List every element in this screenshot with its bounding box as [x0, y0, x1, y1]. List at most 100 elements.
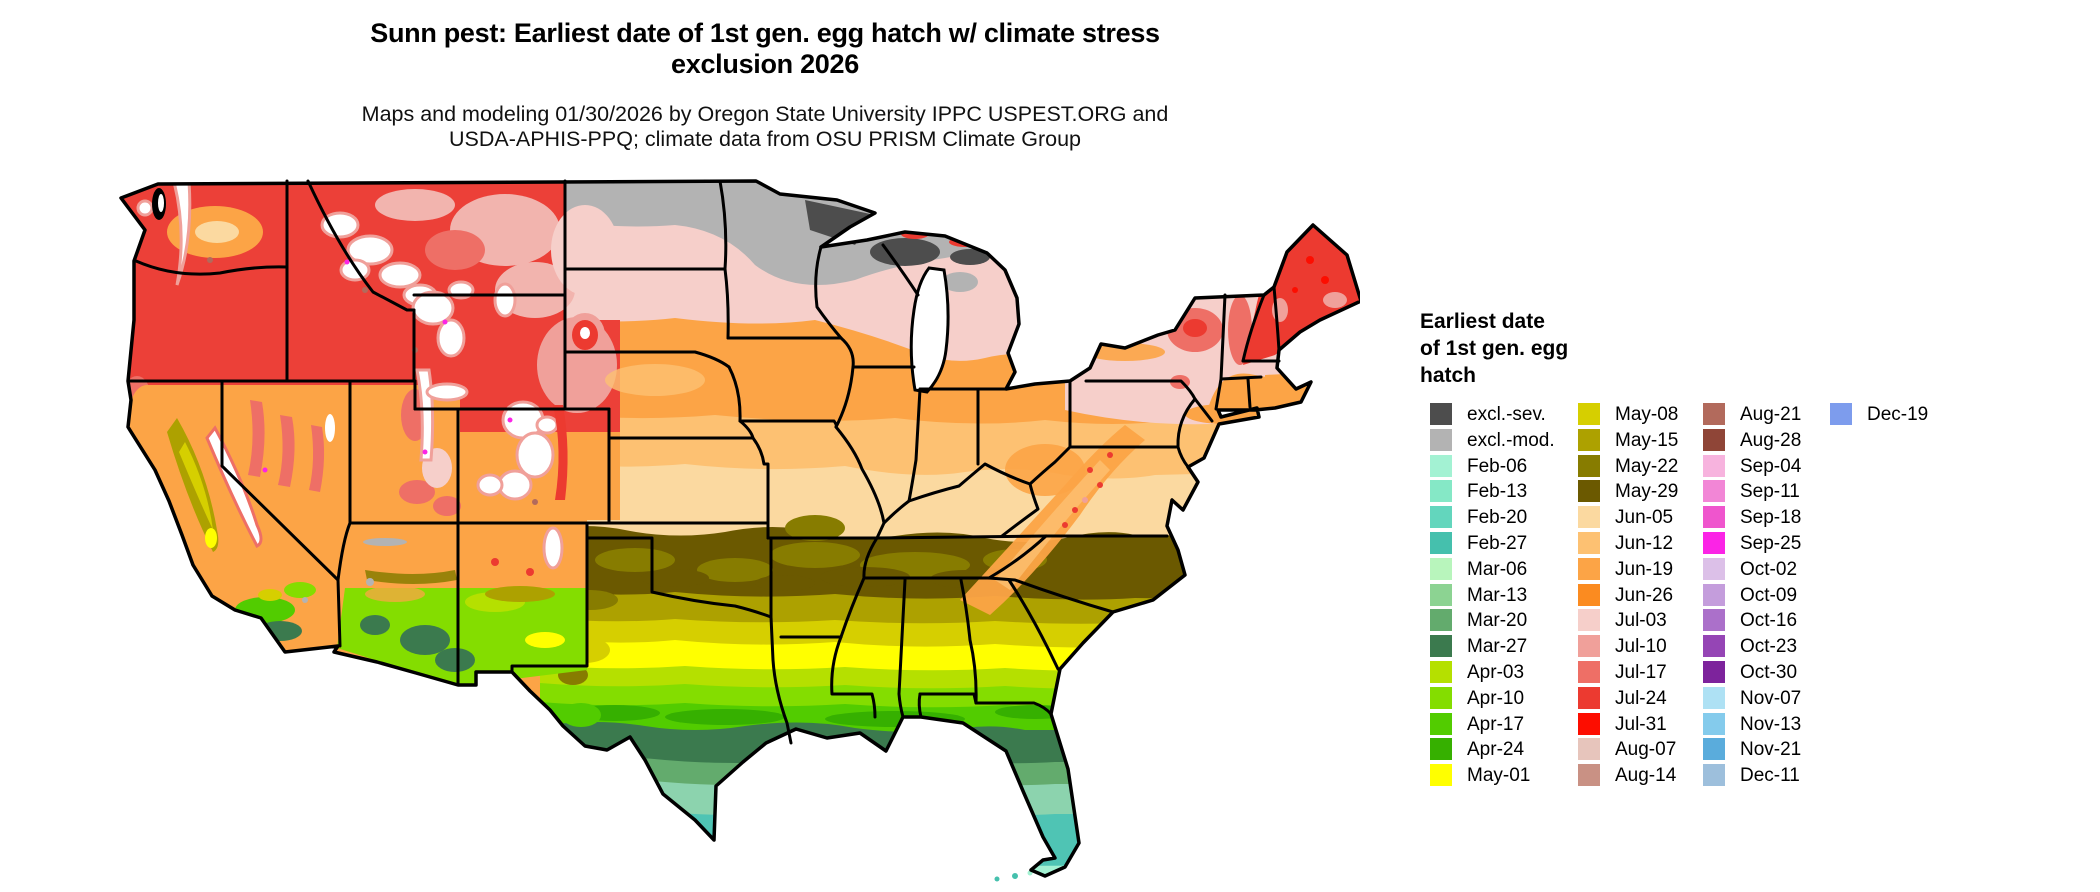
map-title-line2: exclusion 2026 — [671, 49, 859, 79]
legend-swatch — [1703, 532, 1725, 554]
legend-label: Apr-03 — [1467, 662, 1525, 683]
legend-swatch — [1703, 480, 1725, 503]
maine-red-zone — [1243, 222, 1361, 365]
us-map-container — [115, 170, 1363, 890]
legend-label: Sep-11 — [1740, 481, 1800, 503]
legend-label: Mar-13 — [1467, 584, 1528, 606]
legend-label: May-29 — [1615, 481, 1679, 503]
olive-band-mottling — [558, 515, 1047, 727]
state-borders — [126, 179, 1281, 745]
legend-swatch — [1703, 609, 1725, 632]
legend-label: May-08 — [1615, 404, 1679, 425]
legend-swatch — [1430, 583, 1452, 606]
legend-swatch — [1430, 428, 1452, 451]
legend-swatch — [1703, 686, 1725, 709]
legend-swatch — [1703, 635, 1725, 658]
legend-swatch — [1430, 738, 1452, 761]
legend-swatch — [1578, 506, 1600, 529]
legend-label: Jul-10 — [1615, 636, 1667, 658]
map-subtitle-line1: Maps and modeling 01/30/2026 by Oregon S… — [361, 102, 1169, 126]
legend-label: Apr-10 — [1467, 687, 1525, 709]
legend-label: Oct-02 — [1740, 558, 1798, 580]
legend-entries: excl.-sev. excl.-mod. Feb-06 Feb-13 Feb-20 Fe… — [1420, 403, 2080, 803]
legend-label: Jul-31 — [1615, 713, 1667, 735]
legend-swatch — [1703, 454, 1725, 477]
legend-label: Aug-28 — [1740, 429, 1802, 451]
legend-label: Jul-24 — [1615, 687, 1667, 709]
legend-swatch — [1703, 764, 1725, 787]
legend-swatch — [1578, 454, 1600, 477]
legend-title-line3: hatch — [1420, 364, 1477, 387]
legend-swatch — [1703, 583, 1725, 606]
legend-swatch — [1430, 609, 1452, 632]
legend-label: Jun-26 — [1615, 584, 1674, 606]
legend-label: Oct-23 — [1740, 636, 1798, 658]
sandhills — [605, 364, 705, 396]
mountain-edge-speckles — [207, 257, 538, 505]
legend-swatch — [1703, 661, 1725, 683]
legend-label: Feb-27 — [1467, 533, 1528, 554]
legend-swatch — [1430, 635, 1452, 658]
legend-label: May-15 — [1615, 429, 1679, 451]
legend-title-line1: Earliest date — [1420, 310, 1545, 333]
legend-swatch — [1430, 403, 1452, 425]
legend-swatch — [1703, 738, 1725, 761]
black-hills — [565, 313, 605, 357]
legend-label: Aug-21 — [1740, 404, 1802, 425]
legend-label: Nov-07 — [1740, 687, 1802, 709]
legend-label: Jun-05 — [1615, 507, 1674, 529]
legend-label: Mar-20 — [1467, 610, 1528, 632]
map-subtitle-line2: USDA-APHIS-PPQ; climate data from OSU PR… — [448, 127, 1082, 151]
legend-label: Mar-27 — [1467, 636, 1528, 658]
map-subtitle: Maps and modeling 01/30/2026 by Oregon S… — [165, 102, 1365, 152]
excluded-mountain-areas — [136, 181, 564, 570]
us-outline — [119, 179, 1363, 878]
legend-label: Nov-13 — [1740, 713, 1802, 735]
legend-swatch — [1578, 661, 1600, 683]
legend-label: May-22 — [1615, 455, 1679, 477]
legend: Earliest date of 1st gen. egg hatch excl… — [1420, 308, 2080, 803]
legend-swatch — [1578, 557, 1600, 580]
legend-label: Apr-24 — [1467, 739, 1525, 761]
legend-swatch — [1578, 635, 1600, 658]
legend-swatch — [1578, 480, 1600, 503]
legend-label: Feb-20 — [1467, 507, 1528, 529]
legend-label: Jun-19 — [1615, 558, 1674, 580]
legend-label: Dec-19 — [1867, 404, 1929, 425]
legend-swatch — [1430, 532, 1452, 554]
florida-keys — [994, 870, 1033, 882]
puget-sound — [152, 188, 166, 220]
legend-swatch — [1430, 454, 1452, 477]
legend-swatch — [1703, 557, 1725, 580]
legend-swatch — [1578, 712, 1600, 735]
legend-label: Jul-17 — [1615, 662, 1667, 683]
legend-swatch — [1430, 686, 1452, 709]
legend-swatch — [1430, 661, 1452, 683]
legend-swatch — [1578, 686, 1600, 709]
legend-swatch — [1430, 506, 1452, 529]
legend-label: Oct-09 — [1740, 584, 1798, 606]
legend-label: Sep-18 — [1740, 507, 1802, 529]
legend-label: Feb-13 — [1467, 481, 1528, 503]
legend-swatch — [1703, 506, 1725, 529]
legend-label: Aug-07 — [1615, 739, 1677, 761]
legend-swatch — [1578, 764, 1600, 787]
map-title: Sunn pest: Earliest date of 1st gen. egg… — [165, 18, 1365, 80]
legend-label: Oct-16 — [1740, 610, 1798, 632]
legend-swatch — [1578, 403, 1600, 425]
legend-swatch — [1578, 532, 1600, 554]
legend-label: Feb-06 — [1467, 455, 1528, 477]
legend-label: Jul-03 — [1615, 610, 1667, 632]
legend-swatch — [1578, 738, 1600, 761]
legend-swatch — [1430, 480, 1452, 503]
legend-swatch — [1830, 403, 1852, 425]
legend-label: May-01 — [1467, 765, 1531, 787]
legend-swatch — [1703, 403, 1725, 425]
legend-label: Apr-17 — [1467, 713, 1525, 735]
legend-swatch — [1430, 557, 1452, 580]
legend-label: Mar-06 — [1467, 558, 1528, 580]
lake-michigan — [909, 266, 950, 394]
legend-label: Oct-30 — [1740, 662, 1798, 683]
legend-label: Sep-04 — [1740, 455, 1802, 477]
